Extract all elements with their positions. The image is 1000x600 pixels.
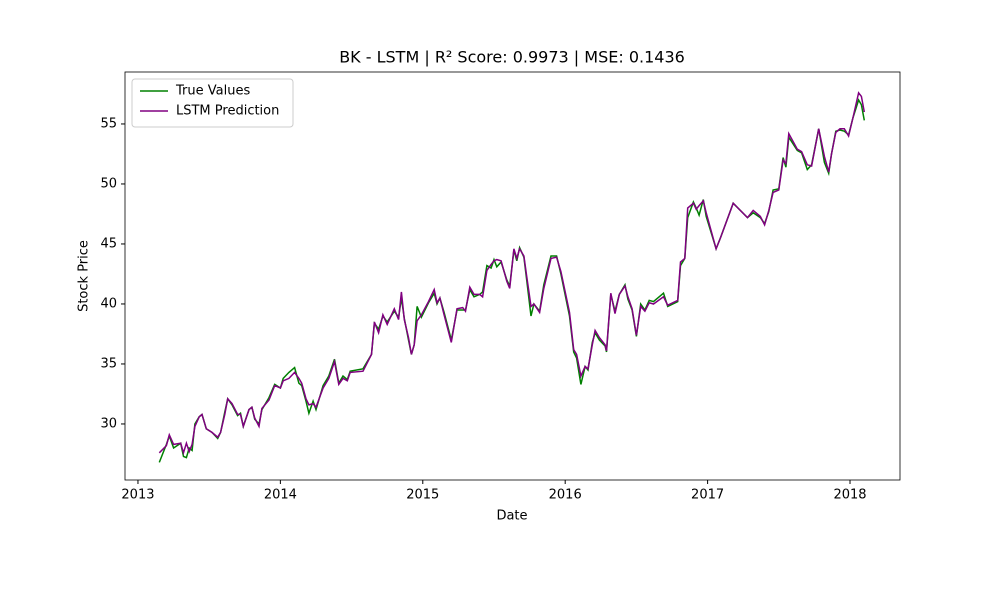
legend-box [131, 78, 294, 128]
y-tick-label: 45 [100, 236, 117, 251]
x-axis-label: Date [496, 509, 527, 524]
y-tick-label: 55 [100, 116, 117, 131]
plot-frame [124, 71, 901, 481]
chart-title: BK - LSTM | R² Score: 0.9973 | MSE: 0.14… [339, 48, 685, 67]
y-tick-label: 35 [100, 356, 117, 371]
legend-label: LSTM Prediction [176, 104, 279, 119]
x-tick-label: 2014 [264, 488, 297, 503]
y-tick-label: 30 [100, 416, 117, 431]
y-tick-label: 50 [100, 176, 117, 191]
x-tick-label: 2016 [549, 488, 582, 503]
x-tick-label: 2013 [121, 488, 154, 503]
y-tick-label: 40 [100, 296, 117, 311]
x-tick-label: 2015 [406, 488, 439, 503]
series-line [158, 91, 866, 456]
x-tick-label: 2018 [833, 488, 866, 503]
x-tick-label: 2017 [691, 488, 724, 503]
legend-label: True Values [175, 84, 250, 99]
y-axis-label: Stock Price [77, 240, 92, 312]
